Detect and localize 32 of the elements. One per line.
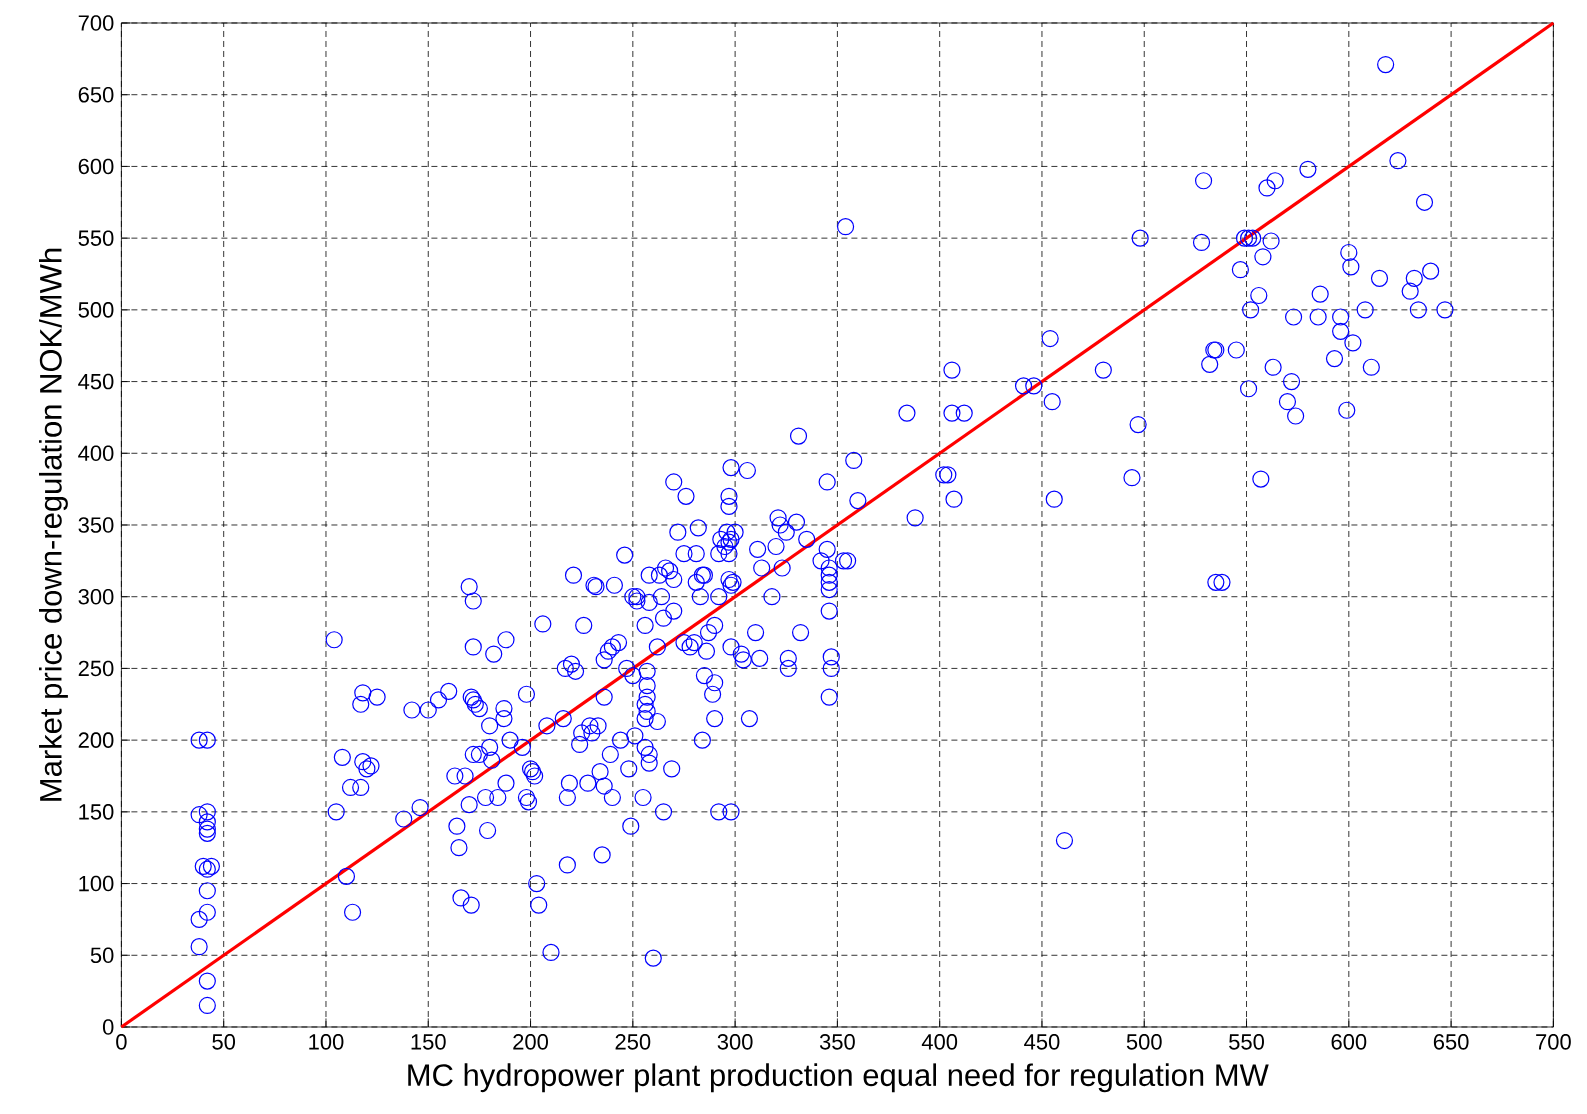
x-tick-label: 300 bbox=[717, 1034, 753, 1050]
y-tick-label: 150 bbox=[79, 804, 114, 820]
y-tick-label: 250 bbox=[78, 660, 114, 677]
y-tick-label: 200 bbox=[78, 732, 114, 748]
y-tick-label: 300 bbox=[78, 588, 114, 605]
y-tick-label: 450 bbox=[78, 373, 114, 390]
y-tick-label: 0 bbox=[102, 1019, 114, 1035]
y-tick-label: 650 bbox=[78, 86, 114, 103]
x-axis-title: MC hydropower plant production equal need for regulation MW bbox=[408, 1063, 1269, 1093]
x-tick-label: 600 bbox=[1331, 1034, 1367, 1050]
x-tick-label: 200 bbox=[513, 1034, 549, 1050]
x-tick-label: 400 bbox=[921, 1034, 958, 1050]
x-tick-label: 50 bbox=[212, 1034, 236, 1050]
x-tick-label: 350 bbox=[819, 1034, 855, 1050]
y-tick-label: 550 bbox=[78, 230, 114, 246]
x-tick-label: 150 bbox=[411, 1034, 446, 1050]
x-tick-label: 250 bbox=[615, 1034, 651, 1050]
y-tick-label: 400 bbox=[78, 445, 114, 462]
y-tick-label: 350 bbox=[78, 517, 114, 533]
x-tick-label: 500 bbox=[1126, 1034, 1162, 1050]
y-tick-label: 50 bbox=[90, 947, 114, 964]
x-tick-label: 100 bbox=[309, 1034, 344, 1050]
x-tick-label: 700 bbox=[1536, 1034, 1571, 1050]
y-axis-title: Market price down-regulation NOK/MWh bbox=[39, 248, 68, 801]
x-tick-label: 0 bbox=[116, 1034, 127, 1050]
x-tick-label: 650 bbox=[1433, 1034, 1469, 1050]
y-tick-label: 600 bbox=[78, 158, 114, 175]
x-tick-label: 550 bbox=[1229, 1034, 1264, 1050]
y-tick-label: 500 bbox=[78, 302, 114, 318]
y-tick-label: 700 bbox=[78, 15, 114, 31]
x-tick-label: 450 bbox=[1024, 1034, 1060, 1050]
y-tick-label: 100 bbox=[79, 875, 114, 892]
